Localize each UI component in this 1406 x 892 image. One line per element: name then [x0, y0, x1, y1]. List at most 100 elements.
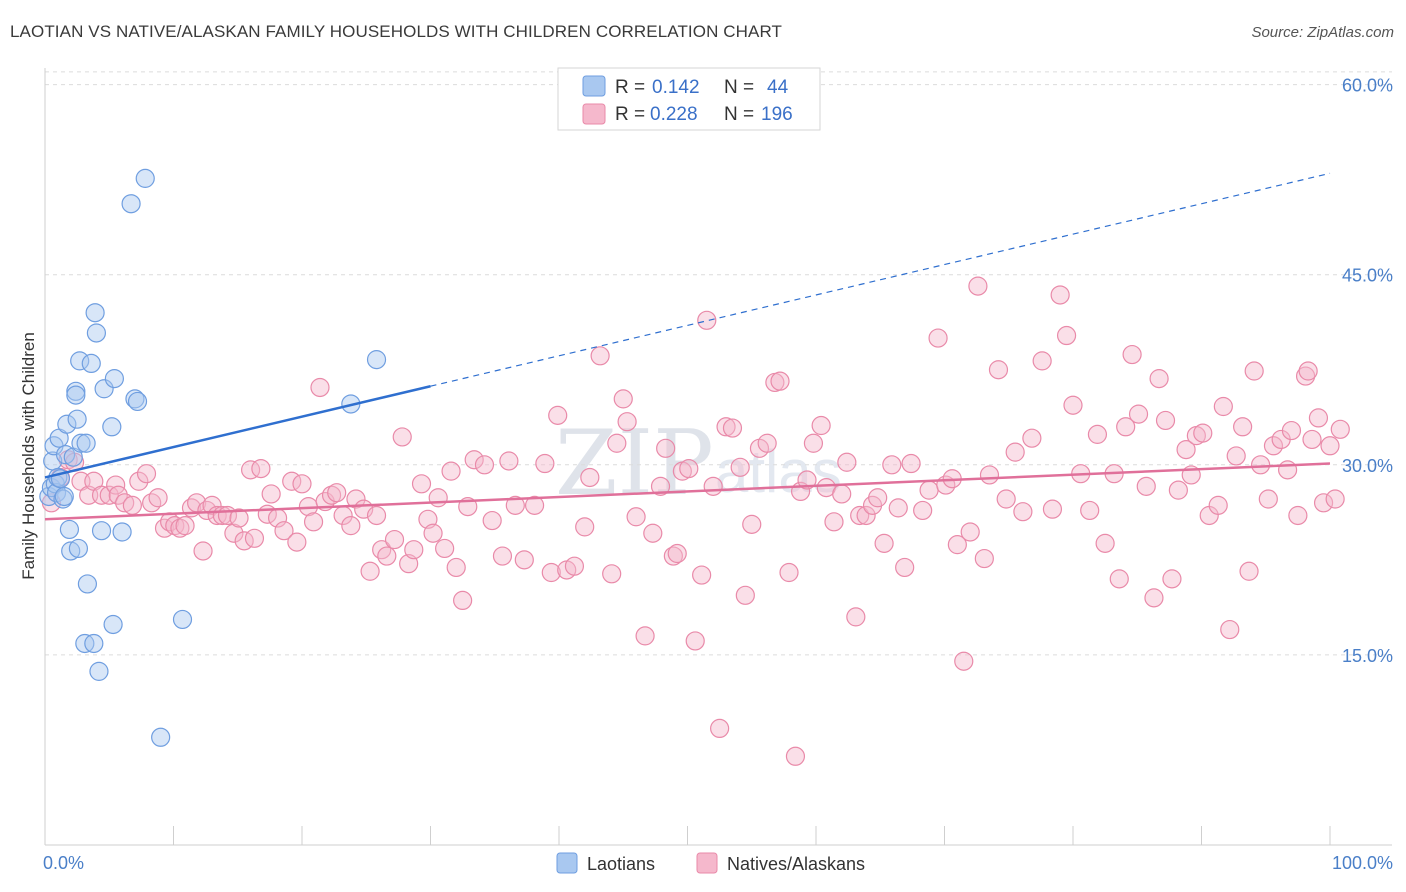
natives-point-76 [514, 550, 534, 570]
natives-point-156 [1087, 424, 1108, 444]
natives-point-180 [1244, 361, 1264, 381]
natives-point-113 [779, 562, 799, 583]
natives-point-24 [193, 541, 213, 561]
natives-point-64 [428, 488, 448, 508]
bottom-legend-swatch-laotians [556, 852, 578, 874]
natives-point-74 [499, 451, 519, 471]
laotians-point-23 [76, 433, 96, 453]
natives-point-55 [372, 540, 392, 560]
natives-point-102 [703, 476, 723, 496]
natives-point-75 [505, 495, 525, 515]
laotians-point-31 [94, 379, 114, 399]
natives-point-87 [607, 433, 627, 453]
natives-point-41 [287, 532, 307, 552]
laotians-point-38 [127, 391, 148, 412]
natives-point-70 [464, 450, 484, 470]
natives-point-101 [697, 310, 717, 330]
natives-point-65 [435, 538, 455, 559]
laotians-point-13 [59, 519, 80, 540]
natives-point-157 [1095, 533, 1115, 553]
laotians-point-43 [366, 350, 387, 370]
natives-point-96 [667, 543, 687, 564]
natives-point-123 [846, 607, 866, 627]
natives-point-131 [895, 557, 915, 578]
natives-point-167 [1162, 569, 1182, 589]
natives-point-10 [108, 485, 128, 505]
natives-point-142 [974, 548, 994, 569]
natives-point-83 [575, 517, 595, 537]
natives-point-15 [142, 493, 162, 513]
natives-point-177 [1226, 446, 1246, 466]
natives-point-188 [1295, 366, 1316, 386]
laotians-point-40 [151, 727, 171, 747]
natives-point-66 [441, 461, 461, 481]
natives-point-104 [716, 417, 736, 437]
natives-point-72 [482, 510, 502, 531]
natives-point-187 [1288, 505, 1308, 526]
chart-title: LAOTIAN VS NATIVE/ALASKAN FAMILY HOUSEHO… [10, 22, 783, 41]
natives-point-127 [868, 488, 888, 508]
natives-point-77 [524, 495, 545, 515]
natives-point-160 [1116, 417, 1136, 437]
laotians-point-10 [54, 486, 74, 507]
natives-point-118 [811, 415, 831, 436]
natives-point-61 [411, 474, 432, 494]
natives-point-182 [1258, 489, 1278, 509]
natives-point-191 [1313, 493, 1334, 513]
natives-point-86 [602, 564, 622, 584]
natives-point-138 [947, 535, 967, 555]
x-tick-label-100: 100.0% [1332, 853, 1393, 873]
bottom-legend-natives: Natives/Alaskans [727, 854, 865, 874]
natives-point-26 [202, 495, 222, 515]
natives-point-91 [635, 626, 655, 646]
natives-point-48 [327, 483, 347, 503]
natives-point-108 [742, 514, 762, 534]
natives-point-78 [535, 453, 555, 474]
natives-point-194 [1330, 419, 1350, 439]
natives-point-105 [722, 418, 743, 438]
natives-point-143 [979, 465, 1000, 485]
legend-n-value-2: 196 [761, 104, 793, 125]
natives-point-84 [580, 467, 600, 488]
natives-trend-line [44, 462, 1331, 521]
natives-point-174 [1208, 495, 1228, 515]
legend-r-label-1: R = [615, 77, 645, 98]
natives-point-189 [1302, 429, 1322, 450]
natives-point-114 [785, 746, 806, 766]
natives-point-30 [224, 523, 244, 543]
natives-point-175 [1213, 396, 1233, 417]
natives-point-92 [643, 523, 663, 543]
trend-lines [44, 172, 1331, 521]
legend-swatch-laotians [582, 75, 606, 97]
natives-point-176 [1220, 619, 1240, 640]
natives-point-148 [1022, 428, 1042, 448]
natives-point-80 [548, 405, 568, 425]
natives-point-106 [730, 457, 750, 477]
natives-point-7 [91, 485, 112, 505]
natives-point-31 [229, 508, 249, 528]
natives-point-147 [1013, 502, 1033, 522]
natives-point-39 [274, 521, 294, 541]
natives-point-20 [170, 518, 190, 538]
bottom-legend-swatch-natives [696, 852, 718, 874]
natives-point-73 [492, 546, 513, 566]
natives-point-151 [1050, 285, 1070, 305]
natives-point-57 [384, 529, 405, 550]
natives-point-11 [115, 493, 135, 513]
natives-point-120 [824, 512, 844, 532]
series-legend: Laotians Natives/Alaskans [556, 852, 865, 874]
natives-point-68 [453, 590, 473, 611]
laotians-point-12 [57, 414, 77, 434]
x-tick-label-0: 0.0% [43, 853, 84, 873]
laotians-point-26 [84, 633, 104, 654]
natives-point-129 [882, 455, 902, 475]
laotians-point-41 [172, 609, 193, 630]
laotians-points [39, 168, 387, 747]
natives-point-60 [404, 540, 424, 560]
natives-point-53 [360, 561, 380, 581]
natives-points [41, 276, 1350, 766]
laotians-point-32 [102, 417, 122, 437]
natives-point-144 [988, 360, 1009, 380]
laotians-point-11 [55, 445, 76, 465]
y-tick-label-45: 45.0% [1342, 266, 1393, 286]
